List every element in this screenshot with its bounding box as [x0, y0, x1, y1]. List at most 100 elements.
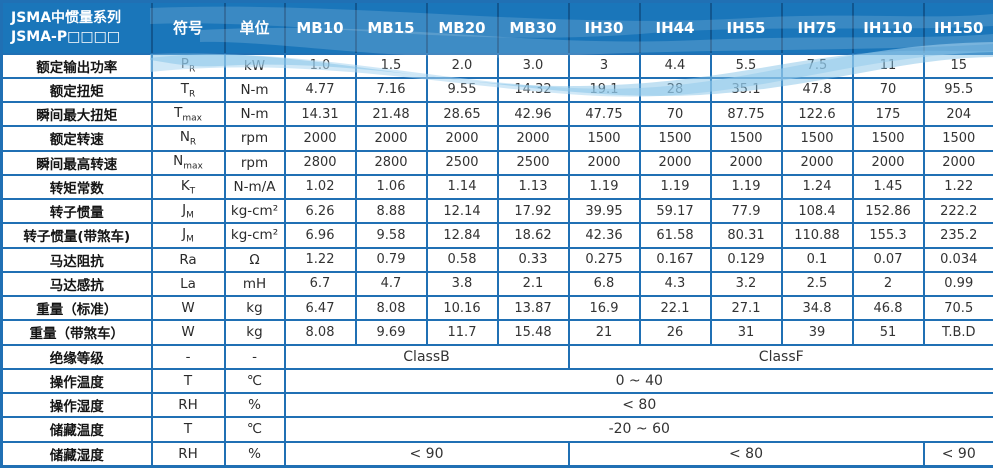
value-cell-MB15: 1.06: [354, 173, 428, 201]
model-column-header-IH44: IH44: [638, 0, 712, 55]
value-cell-IH55: 31: [709, 319, 783, 346]
span-value-cell: < 80: [567, 440, 925, 468]
spec-row-1: 额定扭矩 TR N-m 4.77 7.16 9.55 14.32 19.1 28 35.1 47.8…: [0, 76, 993, 104]
span-value-cell: 0 ~ 40: [283, 367, 993, 395]
symbol-cell: PR: [150, 52, 226, 79]
row-label: 绝缘等级: [0, 343, 153, 370]
spec-row-15: 储藏温度 T ℃ -20 ~ 60: [0, 416, 993, 443]
row-label: 重量（标准）: [0, 294, 153, 322]
value-cell-IH110: 11: [851, 52, 925, 79]
value-cell-IH110: 2000: [851, 149, 925, 176]
value-cell-MB20: 3.8: [425, 270, 499, 298]
value-cell-IH75: 122.6: [780, 100, 854, 128]
unit-cell: kg: [223, 319, 286, 346]
value-cell-IH150: 2000: [922, 149, 993, 176]
value-cell-MB10: 6.26: [283, 197, 357, 225]
spec-row-13: 操作温度 T ℃ 0 ~ 40: [0, 367, 993, 395]
symbol-cell: La: [150, 270, 226, 298]
symbol-cell: NR: [150, 125, 226, 152]
unit-cell: kg-cm²: [223, 222, 286, 249]
row-label: 马达感抗: [0, 270, 153, 298]
value-cell-IH110: 51: [851, 319, 925, 346]
symbol-cell: RH: [150, 440, 226, 468]
value-cell-IH150: 0.034: [922, 246, 993, 273]
row-label: 转子惯量(带煞车): [0, 222, 153, 249]
value-cell-MB20: 12.84: [425, 222, 499, 249]
symbol-cell: RH: [150, 391, 226, 419]
value-cell-IH30: 42.36: [567, 222, 641, 249]
value-cell-IH44: 28: [638, 76, 712, 104]
unit-cell: rpm: [223, 125, 286, 152]
value-cell-IH55: 77.9: [709, 197, 783, 225]
value-cell-IH110: 155.3: [851, 222, 925, 249]
symbol-cell: JM: [150, 222, 226, 249]
symbol-cell: KT: [150, 173, 226, 201]
value-cell-MB15: 4.7: [354, 270, 428, 298]
value-cell-IH75: 39: [780, 319, 854, 346]
unit-cell: %: [223, 391, 286, 419]
row-label: 操作温度: [0, 367, 153, 395]
value-cell-IH30: 19.1: [567, 76, 641, 104]
model-column-header-IH110: IH110: [851, 0, 925, 55]
row-label: 储藏温度: [0, 416, 153, 443]
table-title-cell: JSMA中惯量系列 JSMA-P□□□□: [0, 0, 153, 55]
unit-cell: kg-cm²: [223, 197, 286, 225]
value-cell-MB20: 1.14: [425, 173, 499, 201]
value-cell-MB30: 18.62: [496, 222, 570, 249]
model-column-header-IH75: IH75: [780, 0, 854, 55]
value-cell-IH110: 152.86: [851, 197, 925, 225]
value-cell-MB15: 21.48: [354, 100, 428, 128]
symbol-cell: -: [150, 343, 226, 370]
value-cell-IH75: 1.24: [780, 173, 854, 201]
row-label: 马达阻抗: [0, 246, 153, 273]
value-cell-IH44: 1500: [638, 125, 712, 152]
unit-cell: ℃: [223, 367, 286, 395]
spec-row-4: 瞬间最高转速 Nmax rpm 2800 2800 2500 2500 2000 2000 200…: [0, 149, 993, 176]
value-cell-IH30: 1500: [567, 125, 641, 152]
value-cell-IH55: 2000: [709, 149, 783, 176]
value-cell-IH75: 2.5: [780, 270, 854, 298]
value-cell-MB15: 1.5: [354, 52, 428, 79]
symbol-cell: Nmax: [150, 149, 226, 176]
symbol-cell: T: [150, 416, 226, 443]
value-cell-IH44: 2000: [638, 149, 712, 176]
value-cell-IH150: 222.2: [922, 197, 993, 225]
value-cell-MB30: 13.87: [496, 294, 570, 322]
span-value-cell: -20 ~ 60: [283, 416, 993, 443]
value-cell-MB15: 9.69: [354, 319, 428, 346]
value-cell-IH30: 47.75: [567, 100, 641, 128]
value-cell-IH150: 1.22: [922, 173, 993, 201]
value-cell-MB10: 8.08: [283, 319, 357, 346]
value-cell-MB20: 2500: [425, 149, 499, 176]
row-label: 转子惯量: [0, 197, 153, 225]
value-cell-IH150: 1500: [922, 125, 993, 152]
value-cell-IH110: 46.8: [851, 294, 925, 322]
value-cell-IH44: 1.19: [638, 173, 712, 201]
value-cell-IH75: 1500: [780, 125, 854, 152]
value-cell-MB15: 0.79: [354, 246, 428, 273]
value-cell-IH55: 1.19: [709, 173, 783, 201]
row-label: 瞬间最大扭矩: [0, 100, 153, 128]
value-cell-MB10: 2800: [283, 149, 357, 176]
value-cell-MB30: 0.33: [496, 246, 570, 273]
value-cell-IH30: 6.8: [567, 270, 641, 298]
value-cell-IH110: 2: [851, 270, 925, 298]
value-cell-IH55: 1500: [709, 125, 783, 152]
value-cell-IH150: 15: [922, 52, 993, 79]
value-cell-IH44: 4.3: [638, 270, 712, 298]
unit-column-header: 单位: [223, 0, 286, 55]
model-column-header-MB30: MB30: [496, 0, 570, 55]
value-cell-IH75: 110.88: [780, 222, 854, 249]
span-value-cell: ClassB: [283, 343, 570, 370]
unit-cell: kW: [223, 52, 286, 79]
value-cell-MB30: 14.32: [496, 76, 570, 104]
value-cell-IH44: 0.167: [638, 246, 712, 273]
model-column-header-IH30: IH30: [567, 0, 641, 55]
symbol-cell: Ra: [150, 246, 226, 273]
span-value-cell: < 90: [922, 440, 993, 468]
value-cell-MB30: 15.48: [496, 319, 570, 346]
row-label: 储藏湿度: [0, 440, 153, 468]
value-cell-IH55: 0.129: [709, 246, 783, 273]
